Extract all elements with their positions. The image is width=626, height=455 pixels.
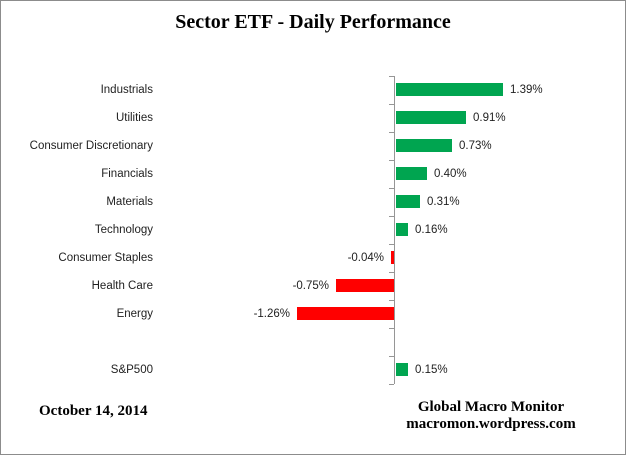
category-label-materials: Materials xyxy=(106,196,153,208)
category-label-utilities: Utilities xyxy=(115,112,153,124)
bar-consumer-discretionary xyxy=(396,139,452,152)
axis-tick-mark xyxy=(389,328,394,329)
chart-date: October 14, 2014 xyxy=(39,403,148,419)
axis-tick-mark xyxy=(389,272,394,273)
category-label-technology: Technology xyxy=(94,224,153,236)
bar-financials xyxy=(396,167,427,180)
category-label-s-p500: S&P500 xyxy=(110,364,153,376)
credit-source-url: macromon.wordpress.com xyxy=(406,416,576,432)
axis-tick-mark xyxy=(389,216,394,217)
axis-tick-mark xyxy=(389,188,394,189)
value-label-financials: 0.40% xyxy=(434,168,467,180)
axis-tick-mark xyxy=(389,104,394,105)
category-label-health-care: Health Care xyxy=(91,280,153,292)
bar-energy xyxy=(297,307,394,320)
bar-materials xyxy=(396,195,420,208)
value-label-consumer-discretionary: 0.73% xyxy=(459,140,492,152)
bar-consumer-staples xyxy=(391,251,394,264)
chart-title: Sector ETF - Daily Performance xyxy=(175,11,451,33)
bar-industrials xyxy=(396,83,503,96)
bar-health-care xyxy=(336,279,394,292)
category-label-consumer-discretionary: Consumer Discretionary xyxy=(29,140,153,152)
value-label-materials: 0.31% xyxy=(427,196,460,208)
value-label-technology: 0.16% xyxy=(415,224,448,236)
axis-tick-mark xyxy=(389,300,394,301)
category-label-consumer-staples: Consumer Staples xyxy=(58,252,153,264)
axis-tick-mark xyxy=(389,160,394,161)
axis-tick-mark xyxy=(389,244,394,245)
value-axis-zero-line xyxy=(394,76,395,384)
axis-tick-mark xyxy=(389,356,394,357)
value-label-s-p500: 0.15% xyxy=(415,364,448,376)
value-label-consumer-staples: -0.04% xyxy=(347,252,384,264)
bar-s-p500 xyxy=(396,363,408,376)
axis-tick-mark xyxy=(389,132,394,133)
value-label-utilities: 0.91% xyxy=(473,112,506,124)
bar-technology xyxy=(396,223,408,236)
axis-tick-mark xyxy=(389,76,394,77)
bar-utilities xyxy=(396,111,466,124)
category-label-energy: Energy xyxy=(116,308,153,320)
value-label-health-care: -0.75% xyxy=(292,280,329,292)
credit-block: Global Macro Monitor macromon.wordpress.… xyxy=(384,399,598,433)
credit-source-name: Global Macro Monitor xyxy=(417,399,565,415)
category-label-financials: Financials xyxy=(101,168,153,180)
category-label-industrials: Industrials xyxy=(100,84,153,96)
axis-tick-mark xyxy=(389,384,394,385)
value-label-energy: -1.26% xyxy=(253,308,290,320)
value-label-industrials: 1.39% xyxy=(510,84,543,96)
